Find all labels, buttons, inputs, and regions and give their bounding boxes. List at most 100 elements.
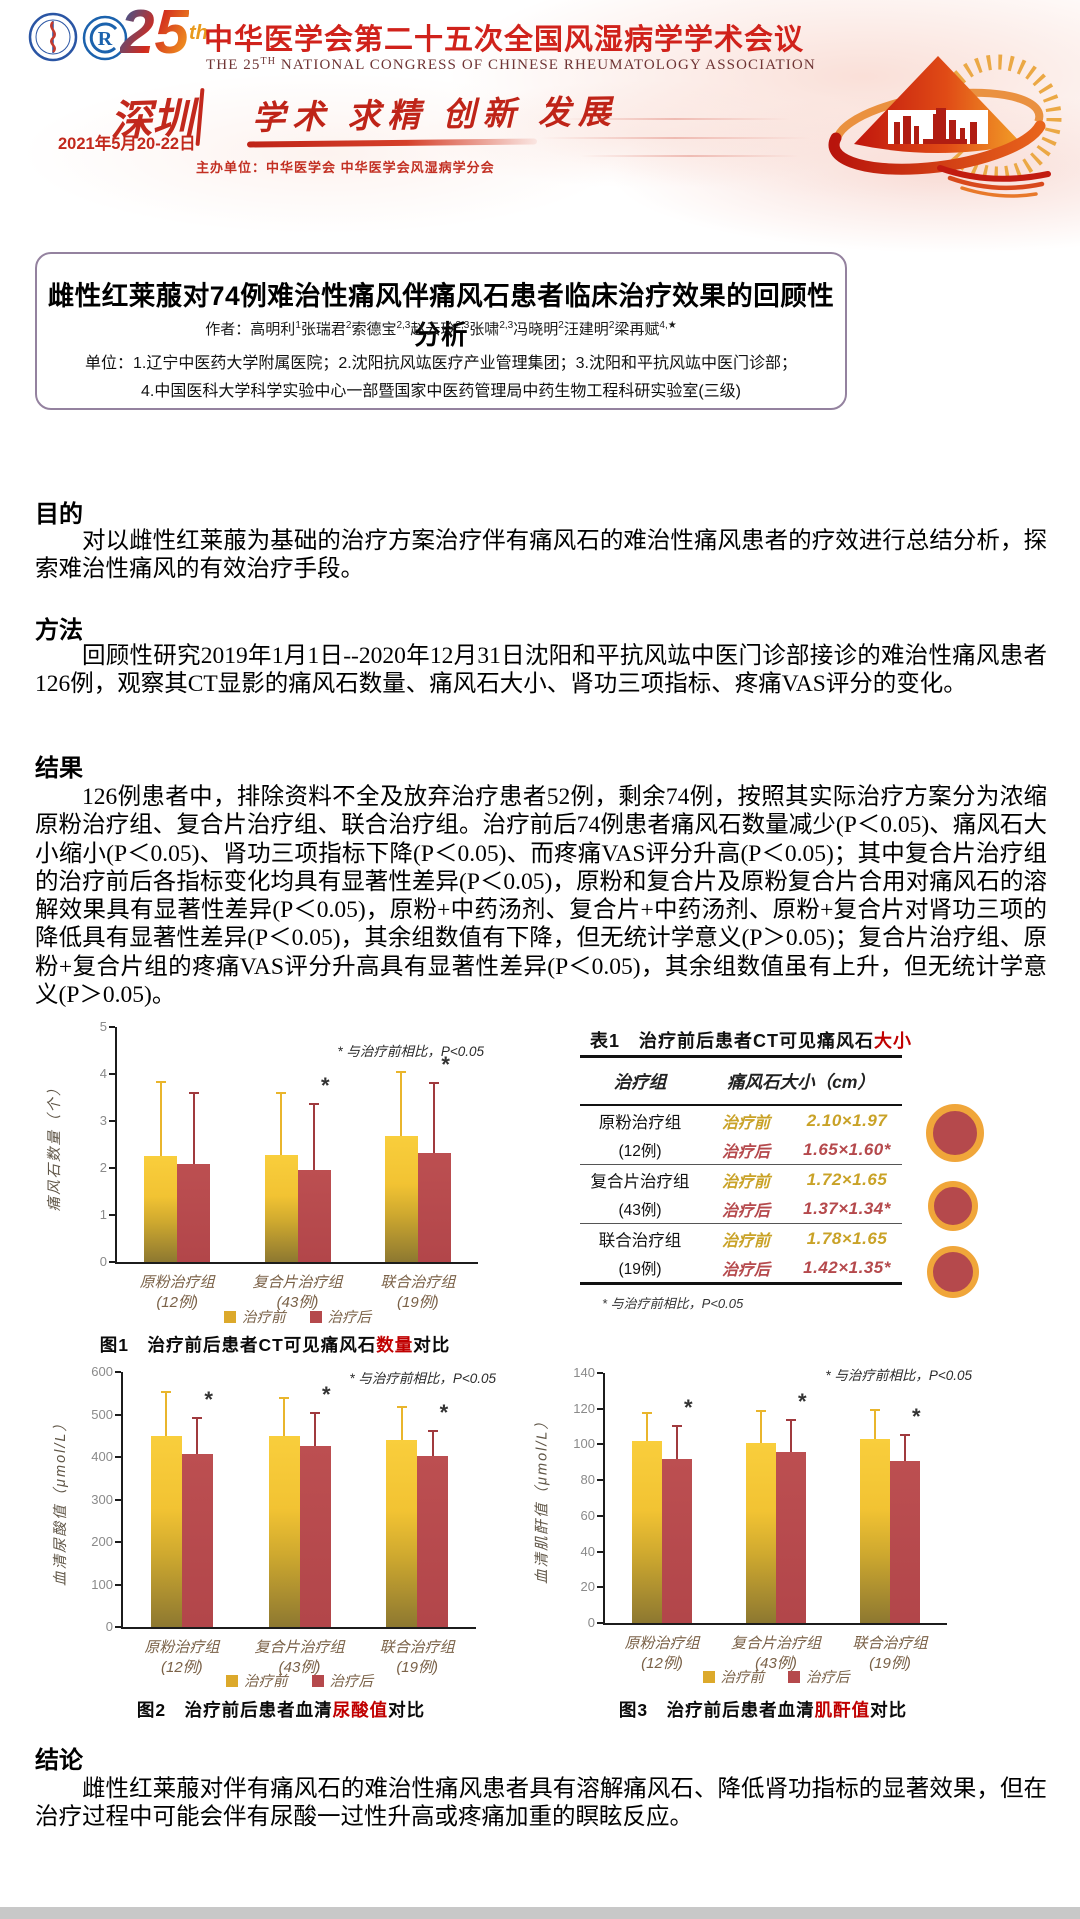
y-tick-label: 4	[99, 1066, 107, 1081]
error-bar-cap	[756, 1410, 766, 1413]
y-tick-label: 400	[91, 1449, 113, 1464]
tophus-circle-icon	[926, 1104, 984, 1162]
y-tick-label: 600	[91, 1364, 113, 1379]
legend-swatch	[788, 1670, 800, 1683]
after-label: 治疗后	[721, 1143, 770, 1161]
organizer-line: 主办单位：中华医学会 中华医学会风湿病学分会	[196, 160, 495, 175]
before-value: 2.10×1.97	[806, 1110, 888, 1130]
y-tick-label: 3	[99, 1113, 107, 1128]
before-label: 治疗前	[721, 1114, 770, 1132]
author-affiliation-sup: 2	[345, 320, 352, 331]
y-tick-label: 2	[99, 1160, 107, 1175]
y-tick-mark	[109, 1214, 115, 1216]
figure2-uric-acid-chart: * 与治疗前相比，P<0.05 0 100 200 300 400 500 600 血清尿酸值（…	[53, 1364, 506, 1745]
table-row: 联合治疗组 治疗前 1.78×1.65	[580, 1224, 902, 1253]
author-affiliation-sup: 2,3	[455, 320, 470, 331]
y-tick-mark	[109, 1167, 115, 1169]
bar-before-group1	[150, 1435, 182, 1627]
bar-after-group2	[297, 1170, 331, 1262]
y-tick-mark	[597, 1550, 603, 1553]
congress-slogan-calligraphy: 学术 求精 创新 发展	[251, 94, 619, 138]
y-tick-label: 140	[573, 1365, 595, 1380]
y-tick-mark	[115, 1371, 121, 1373]
after-label: 治疗后	[721, 1202, 770, 1220]
table-group: 原粉治疗组 治疗前 2.10×1.97 (12例) 治疗后 1.65×1.60*	[580, 1106, 902, 1165]
error-bar	[760, 1412, 762, 1443]
y-axis-label: 血清肌酐值（μmol/L）	[534, 1413, 551, 1584]
25th-anniversary-icon: 25th	[120, 2, 208, 64]
significance-asterisk: *	[441, 1052, 450, 1078]
significance-note: * 与治疗前相比，P<0.05	[825, 1368, 972, 1383]
y-tick-mark	[597, 1443, 603, 1446]
error-bar-cap	[310, 1411, 320, 1414]
error-bar	[400, 1408, 403, 1440]
conclusion-text: 雌性红莱菔对伴有痛风石的难治性痛风患者具有溶解痛风石、降低肾功指标的显著效果，但…	[35, 1776, 1047, 1831]
legend-item: 治疗前	[702, 1666, 764, 1687]
chart-legend: 治疗前 治疗后	[585, 1666, 967, 1687]
y-tick-mark	[597, 1514, 603, 1517]
significance-asterisk: *	[439, 1399, 449, 1425]
table-group: 联合治疗组 治疗前 1.78×1.65 (19例) 治疗后 1.42×1.35*	[580, 1224, 902, 1282]
author-name: 汪建明	[563, 321, 609, 338]
y-axis	[603, 1373, 605, 1625]
before-label: 治疗前	[721, 1173, 770, 1191]
table1-footnote: * 与治疗前相比，P<0.05	[602, 1296, 744, 1311]
caption-suffix: 对比	[388, 1700, 426, 1720]
bar-before-group2	[268, 1435, 300, 1627]
legend-item: 治疗前	[224, 1306, 286, 1327]
error-bar	[400, 1072, 403, 1137]
caption-suffix: 对比	[870, 1700, 908, 1720]
before-value: 1.78×1.65	[806, 1228, 888, 1248]
bar-before-group1	[144, 1156, 178, 1262]
table-row: 复合片治疗组 治疗前 1.72×1.65	[580, 1165, 902, 1194]
before-value: 1.72×1.65	[806, 1169, 888, 1189]
cma-logo-icon	[28, 12, 78, 67]
table1-col-group: 治疗组	[613, 1071, 667, 1092]
error-bar-cap	[396, 1070, 407, 1073]
author-name: 赵云玲	[410, 321, 456, 338]
legend-swatch	[224, 1310, 236, 1323]
y-tick-mark	[109, 1073, 115, 1075]
caption-suffix: 对比	[413, 1335, 451, 1355]
x-axis	[115, 1262, 478, 1264]
category-count: (19例)	[396, 1659, 438, 1676]
congress-title-en: THE 25TH NATIONAL CONGRESS OF CHINESE RH…	[206, 56, 816, 74]
legend-swatch	[226, 1674, 238, 1687]
group-name: 联合治疗组	[598, 1231, 682, 1250]
y-tick-label: 20	[580, 1579, 595, 1595]
category-count: (19例)	[869, 1655, 911, 1672]
bar-after-group3	[417, 1152, 451, 1262]
y-tick-mark	[115, 1626, 121, 1628]
author-affiliation-sup: 2,3	[396, 320, 411, 331]
bar-after-group3	[890, 1460, 920, 1623]
significance-note: * 与治疗前相比，P<0.05	[337, 1044, 484, 1059]
y-tick-mark	[597, 1372, 603, 1374]
y-tick-label: 120	[573, 1400, 595, 1416]
after-value: 1.65×1.60*	[803, 1139, 891, 1159]
group-count: (12例)	[618, 1142, 662, 1160]
anniversary-number: 25	[120, 0, 189, 67]
author-name: 高明利	[250, 321, 296, 338]
figure3-creatinine-chart: * 与治疗前相比，P<0.05 0 20 40 60 80 100 120 140 血清肌酐值（μ…	[535, 1360, 988, 1745]
legend-item: 治疗后	[311, 1670, 373, 1691]
city-brush-stroke	[195, 87, 205, 147]
bar-after-group3	[417, 1456, 449, 1627]
en-title-rest: NATIONAL CONGRESS OF CHINESE RHEUMATOLOG…	[276, 57, 816, 73]
significance-asterisk: *	[912, 1403, 921, 1429]
y-tick-mark	[115, 1456, 121, 1458]
significance-asterisk: *	[321, 1073, 330, 1099]
footer-bar	[0, 1907, 1080, 1919]
paper-title-box: 雌性红莱菔对74例难治性痛风伴痛风石患者临床治疗效果的回顾性分析 作者：高明利1…	[35, 252, 847, 410]
purpose-heading: 目的	[35, 501, 83, 528]
en-title-pre: THE 25	[206, 57, 261, 73]
author-affiliation-sup: 1	[295, 320, 301, 331]
results-text: 126例患者中，排除资料不全及放弃治疗患者52例，剩余74例，按照其实际治疗方案…	[35, 784, 1047, 1009]
author-name: 冯晓明	[513, 321, 559, 338]
bar-before-group2	[264, 1154, 298, 1262]
en-title-sup: TH	[260, 56, 277, 67]
svg-text:R: R	[98, 28, 113, 50]
category-count: (12例)	[156, 1294, 198, 1311]
author-affiliation-sup: 2,3	[499, 320, 514, 331]
error-bar-cap	[900, 1433, 910, 1436]
error-bar-cap	[192, 1416, 203, 1419]
